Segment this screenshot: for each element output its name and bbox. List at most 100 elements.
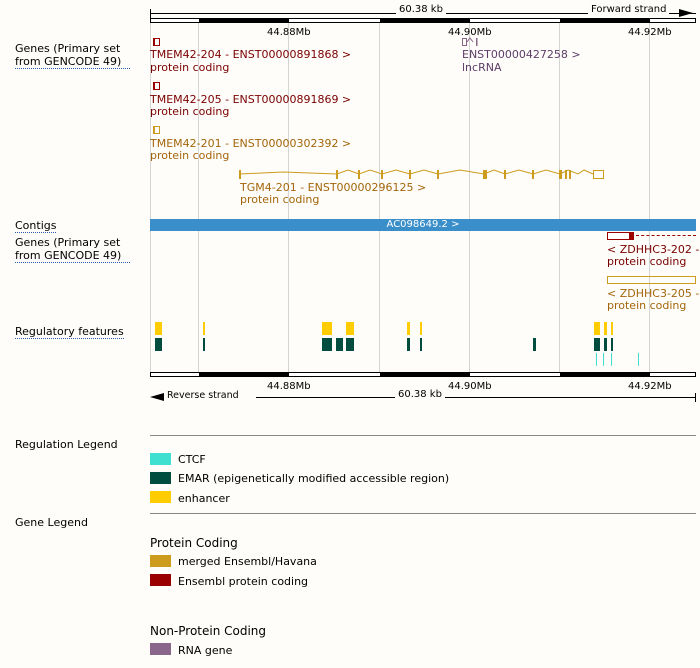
- transcript-exon[interactable]: [153, 82, 160, 90]
- scale-segment: [199, 19, 289, 22]
- forward-strand-label: Forward strand: [588, 4, 670, 15]
- legend-swatch-rna-gene: [150, 643, 171, 655]
- legend-swatch-enhancer: [150, 491, 171, 503]
- ctcf-feature[interactable]: [638, 353, 639, 366]
- grid-line: [198, 18, 199, 373]
- scale-length: 60.38 kb: [396, 4, 446, 15]
- emar-feature[interactable]: [322, 338, 332, 351]
- legend-section-title: Protein Coding: [150, 536, 238, 550]
- track-label-genes-reverse[interactable]: Genes (Primary set from GENCODE 49): [15, 236, 130, 263]
- legend-label: Ensembl protein coding: [178, 575, 309, 588]
- legend-label: merged Ensembl/Havana: [178, 555, 317, 568]
- transcript-biotype: lncRNA: [462, 61, 502, 74]
- tick-label: 44.92Mb: [628, 381, 672, 392]
- legend-label: EMAR (epigenetically modified accessible…: [178, 472, 450, 485]
- scale-segment: [380, 19, 470, 22]
- transcript-exon[interactable]: [607, 276, 696, 284]
- emar-feature[interactable]: [336, 338, 343, 351]
- enhancer-feature[interactable]: [322, 322, 332, 335]
- emar-feature[interactable]: [407, 338, 410, 351]
- emar-feature[interactable]: [604, 338, 607, 351]
- enhancer-feature[interactable]: [611, 322, 613, 335]
- transcript-biotype: protein coding: [150, 61, 230, 74]
- legend-label: enhancer: [178, 492, 230, 505]
- grid-line: [559, 18, 560, 373]
- emar-feature[interactable]: [346, 338, 354, 351]
- transcript-label[interactable]: TMEM42-201 - ENST00000302392 >: [150, 137, 352, 150]
- legend-swatch-ensembl-pc: [150, 574, 171, 586]
- transcript-exon[interactable]: [462, 38, 467, 46]
- contig-bar[interactable]: AC098649.2 >: [150, 219, 696, 231]
- emar-feature[interactable]: [155, 338, 162, 351]
- legend-section-title: Non-Protein Coding: [150, 624, 267, 638]
- transcript-label[interactable]: TMEM42-205 - ENST00000891869 >: [150, 93, 352, 106]
- ctcf-feature[interactable]: [596, 353, 597, 366]
- intron-line: [636, 235, 696, 236]
- tick-label: 44.88Mb: [267, 27, 311, 38]
- transcript-biotype: protein coding: [607, 299, 687, 312]
- tgm4-transcript[interactable]: [238, 168, 608, 182]
- contig-label: AC098649.2 >: [386, 219, 460, 230]
- tick-label: 44.90Mb: [448, 27, 492, 38]
- legend-swatch-emar: [150, 472, 171, 484]
- legend-swatch-merged: [150, 555, 171, 567]
- enhancer-feature[interactable]: [420, 322, 422, 335]
- enhancer-feature[interactable]: [203, 322, 205, 335]
- grid-line: [649, 18, 650, 373]
- scale-tick: [695, 393, 696, 402]
- divider: [150, 435, 696, 436]
- grid-line: [469, 18, 470, 373]
- reverse-strand-label: Reverse strand: [167, 390, 239, 401]
- scale-line: [256, 397, 696, 398]
- enhancer-feature[interactable]: [407, 322, 410, 335]
- track-label-regulatory[interactable]: Regulatory features: [15, 325, 124, 339]
- transcript-exon[interactable]: [629, 232, 634, 240]
- scale-segment: [199, 373, 289, 376]
- track-label-genes[interactable]: Genes (Primary set from GENCODE 49): [15, 42, 130, 69]
- arrow-left-icon: [150, 393, 164, 401]
- transcript-biotype: protein coding: [150, 149, 230, 162]
- ctcf-feature[interactable]: [603, 353, 604, 366]
- legend-label: CTCF: [178, 453, 206, 466]
- transcript-exon[interactable]: [607, 232, 631, 240]
- enhancer-feature[interactable]: [346, 322, 354, 335]
- scale-segment: [560, 19, 650, 22]
- arrow-right-icon: [679, 9, 693, 17]
- grid-line: [150, 18, 151, 373]
- tick-label: 44.88Mb: [267, 381, 311, 392]
- emar-feature[interactable]: [611, 338, 613, 351]
- regulation-legend-title: Regulation Legend: [15, 438, 118, 451]
- scale-length: 60.38 kb: [395, 389, 445, 400]
- transcript-biotype: protein coding: [607, 255, 687, 268]
- enhancer-feature[interactable]: [155, 322, 162, 335]
- emar-feature[interactable]: [203, 338, 205, 351]
- scale-segment: [380, 373, 470, 376]
- intron-line: [467, 37, 478, 46]
- transcript-biotype: protein coding: [150, 105, 230, 118]
- transcript-label[interactable]: < ZDHHC3-205 - E: [607, 287, 700, 300]
- ctcf-feature[interactable]: [611, 353, 612, 366]
- transcript-biotype: protein coding: [240, 193, 320, 206]
- scale-tick: [150, 9, 151, 18]
- emar-feature[interactable]: [594, 338, 600, 351]
- transcript-exon[interactable]: [153, 126, 160, 134]
- legend-swatch-ctcf: [150, 453, 171, 465]
- emar-feature[interactable]: [533, 338, 536, 351]
- emar-feature[interactable]: [420, 338, 422, 351]
- transcript-label[interactable]: ENST00000427258 >: [462, 48, 581, 61]
- scale-bar: [150, 372, 696, 377]
- track-label-contigs[interactable]: Contigs: [15, 219, 57, 233]
- legend-label: RNA gene: [178, 644, 233, 657]
- scale-segment: [560, 373, 650, 376]
- grid-line: [288, 18, 289, 373]
- enhancer-feature[interactable]: [594, 322, 600, 335]
- grid-line: [379, 18, 380, 373]
- enhancer-feature[interactable]: [604, 322, 607, 335]
- transcript-label[interactable]: TMEM42-204 - ENST00000891868 >: [150, 48, 352, 61]
- transcript-exon[interactable]: [153, 38, 160, 46]
- track-label-text: Genes (Primary set from GENCODE 49): [15, 42, 130, 69]
- transcript-label[interactable]: TGM4-201 - ENST00000296125 >: [240, 181, 427, 194]
- transcript-label[interactable]: < ZDHHC3-202 - E: [607, 243, 700, 256]
- track-label-text: Genes (Primary set from GENCODE 49): [15, 236, 130, 263]
